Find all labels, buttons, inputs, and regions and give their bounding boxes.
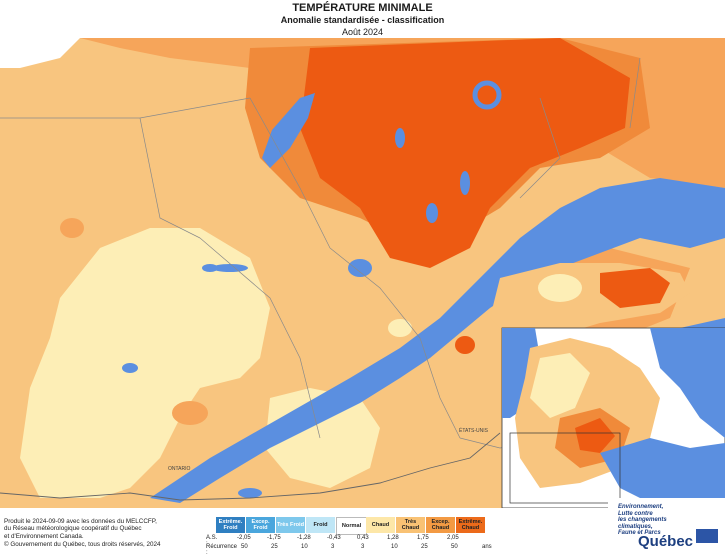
- legend-recurrence-value: 3: [331, 544, 335, 550]
- legend-as-label: A.S. :: [206, 535, 218, 547]
- quebec-map: [0, 38, 725, 508]
- credits-line-2: du Réseau météorologique coopératif du Q…: [4, 525, 142, 533]
- lake-saint-jean: [348, 259, 372, 277]
- legend-as-value: -1,28: [297, 535, 311, 541]
- lake-reservoir-6: [202, 264, 218, 272]
- gaspe-extreme: [600, 268, 670, 308]
- legend-class-1: Excep. Froid: [246, 517, 275, 533]
- province-boundary: [0, 432, 501, 501]
- legend-class-2: Très Froid: [276, 517, 305, 533]
- legend-as-value: 1,28: [387, 535, 399, 541]
- ministry-line-4: climatiques,: [618, 523, 653, 530]
- lake-reservoir-4: [460, 171, 470, 195]
- gaspe-normal: [538, 274, 582, 302]
- map-title: TEMPÉRATURE MINIMALE: [292, 2, 433, 14]
- legend-recurrence-value: 50: [241, 544, 248, 550]
- lake-reservoir-1: [212, 264, 248, 272]
- lake-reservoir-3: [395, 128, 405, 148]
- legend-class-5: Chaud: [366, 517, 395, 533]
- ministry-line-5: Faune et Parcs: [618, 530, 661, 537]
- legend-as-value: 1,75: [417, 535, 429, 541]
- credits-line-3: et d'Environnement Canada.: [4, 532, 84, 540]
- extreme-warm-spot: [455, 336, 475, 354]
- extreme-warm-zone: [300, 38, 630, 268]
- legend-as-value: -2,05: [237, 535, 251, 541]
- legend-recurrence-value: 10: [391, 544, 398, 550]
- legend-recurrence-label: Récurrence :: [206, 544, 238, 556]
- lake-south: [238, 488, 262, 498]
- inset-map: [501, 327, 725, 508]
- legend-as-value: 2,05: [447, 535, 459, 541]
- legend-as-value: -1,75: [267, 535, 281, 541]
- ministry-name: Environnement, Lutte contre les changeme…: [618, 504, 667, 537]
- lake-mistassini: [262, 93, 315, 168]
- legend-class-3: Froid: [306, 517, 335, 533]
- credits-line-1: Produit le 2024-09-09 avec les données d…: [4, 518, 157, 525]
- usa-label: ÉTATS-UNIS: [459, 428, 488, 434]
- credits: Produit le 2024-09-09 avec les données d…: [4, 518, 157, 540]
- outside-region: [0, 38, 80, 68]
- legend-recurrence-unit: ans: [482, 544, 492, 550]
- ministry-line-2: Lutte contre: [618, 510, 653, 517]
- quebec-flag-icon: [696, 529, 718, 543]
- ministry-line-1: Environnement,: [618, 504, 664, 510]
- quebec-wordmark: Québec: [638, 533, 694, 550]
- legend-recurrence-value: 50: [451, 544, 458, 550]
- legend-recurrence-value: 25: [271, 544, 278, 550]
- very-warm-spot-west: [60, 218, 84, 238]
- ontario-label: ONTARIO: [168, 466, 191, 472]
- normal-zone-spot: [388, 319, 412, 337]
- legend-recurrence-value: 10: [301, 544, 308, 550]
- legend-as-value: 0,43: [357, 535, 369, 541]
- legend-class-7: Excep. Chaud: [426, 517, 455, 533]
- ministry-line-3: les changements: [618, 517, 667, 524]
- legend-class-4: Normal: [336, 517, 367, 535]
- region-boundaries: [0, 57, 641, 449]
- legend-recurrence-value: 25: [421, 544, 428, 550]
- map-period: Août 2024: [341, 27, 384, 37]
- legend-recurrence-value: 3: [361, 544, 365, 550]
- very-warm-spot-south: [172, 401, 208, 425]
- lake-reservoir-5: [426, 203, 438, 223]
- legend-class-8: Extrême. Chaud: [456, 517, 485, 533]
- quebec-logo: Environnement, Lutte contre les changeme…: [608, 498, 725, 551]
- legend-as-value: -0,43: [327, 535, 341, 541]
- copyright: © Gouvernement du Québec, tous droits ré…: [4, 541, 161, 548]
- map-subtitle: Anomalie standardisée - classification: [280, 15, 445, 25]
- st-lawrence-river: [150, 178, 725, 503]
- lake-reservoir-2: [122, 363, 138, 373]
- manicouagan-reservoir: [472, 80, 502, 110]
- legend-class-6: Très Chaud: [396, 517, 425, 533]
- normal-zone-southwest: [20, 228, 270, 498]
- legend-class-0: Extrême. Froid: [216, 517, 245, 533]
